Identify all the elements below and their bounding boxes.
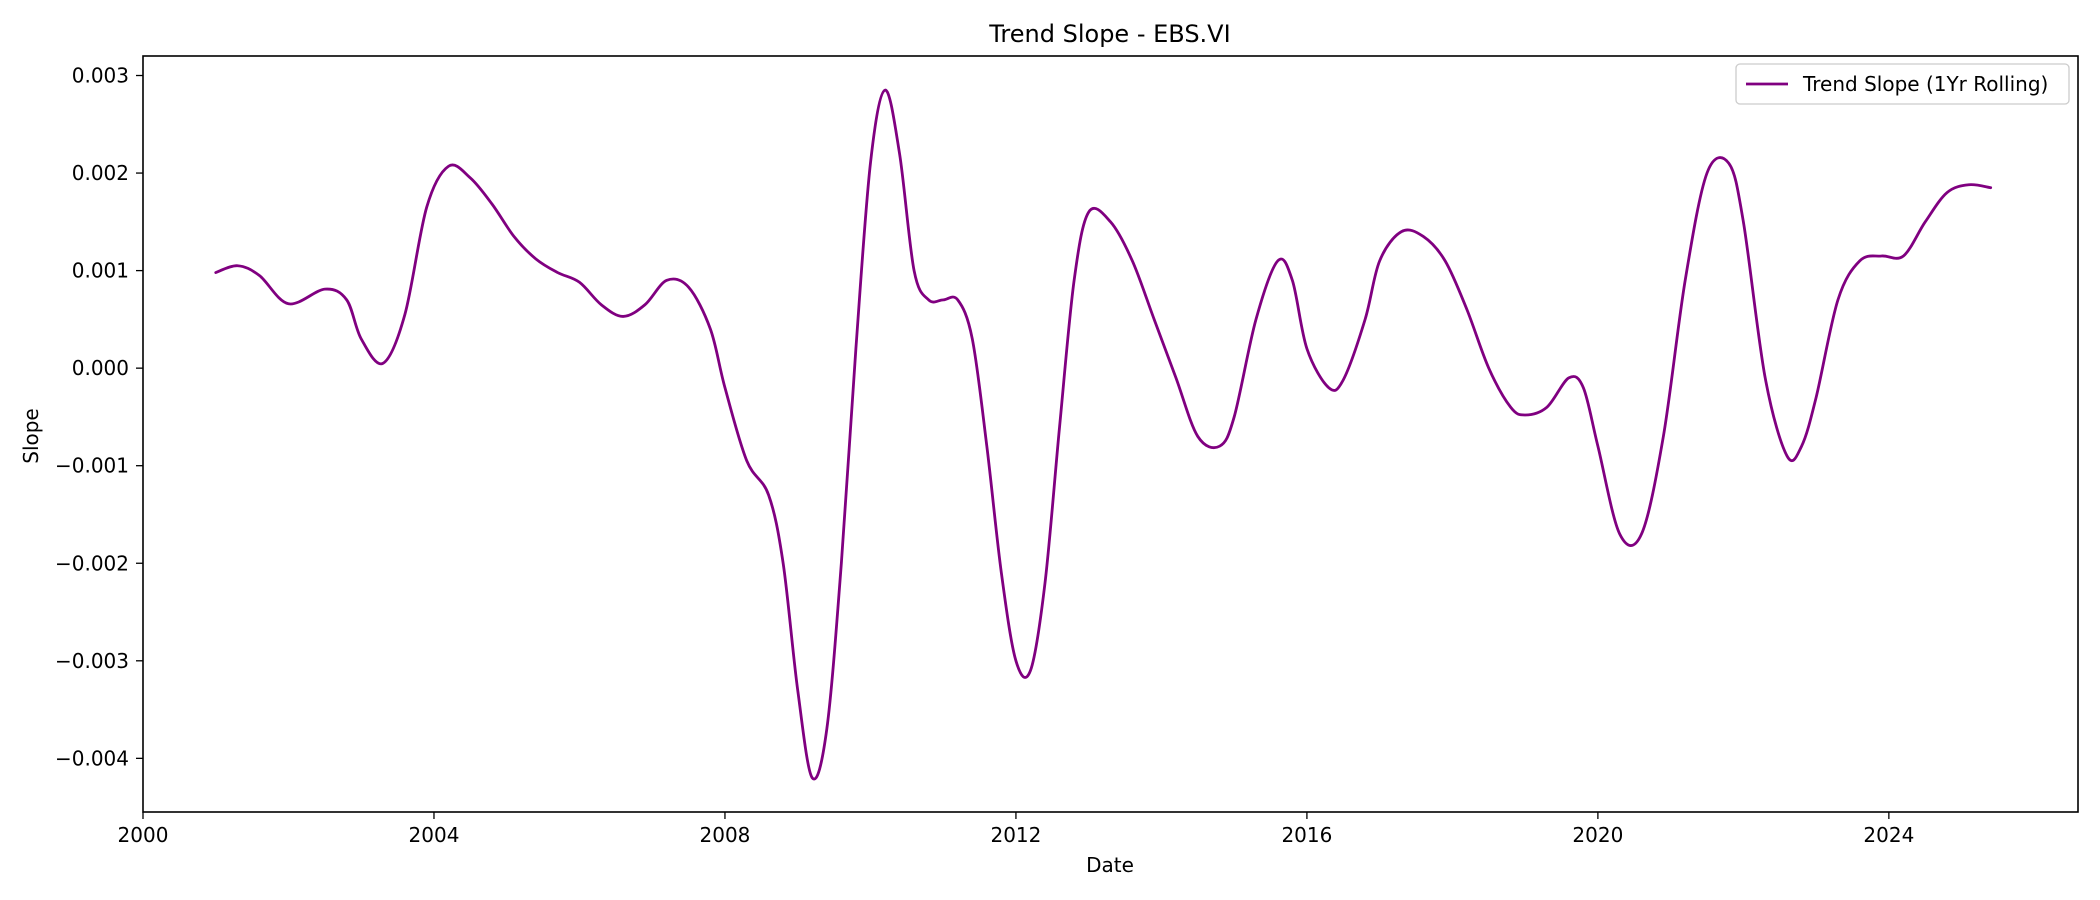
x-tick-label: 2008 [700,823,751,847]
legend: Trend Slope (1Yr Rolling) [1735,63,2070,105]
y-tick-label: −0.003 [55,649,129,673]
y-tick-label: −0.002 [55,551,129,575]
legend-label: Trend Slope (1Yr Rolling) [1802,72,2048,96]
y-tick-label: 0.001 [72,259,129,283]
x-tick-label: 2024 [1863,823,1914,847]
y-tick-label: 0.002 [72,161,129,185]
x-tick-label: 2000 [118,823,169,847]
x-axis: 2000 2004 2008 2012 2016 2020 2024 [118,812,1914,847]
y-axis-label: Slope [19,408,43,464]
y-tick-label: −0.001 [55,454,129,478]
chart-title: Trend Slope - EBS.VI [988,20,1230,48]
y-axis: 0.003 0.002 0.001 0.000 −0.001 −0.002 −0.003 −0… [55,64,143,770]
x-tick-label: 2012 [990,823,1041,847]
x-tick-label: 2004 [409,823,460,847]
legend-box [1735,63,2070,105]
series-group [214,88,1993,781]
x-tick-label: 2020 [1572,823,1623,847]
x-axis-label: Date [1086,853,1134,877]
y-tick-label: 0.003 [72,64,129,88]
series-line [214,88,1993,781]
x-tick-label: 2016 [1281,823,1332,847]
y-tick-label: −0.004 [55,746,129,770]
plot-frame [142,55,2079,813]
y-tick-label: 0.000 [72,356,129,380]
